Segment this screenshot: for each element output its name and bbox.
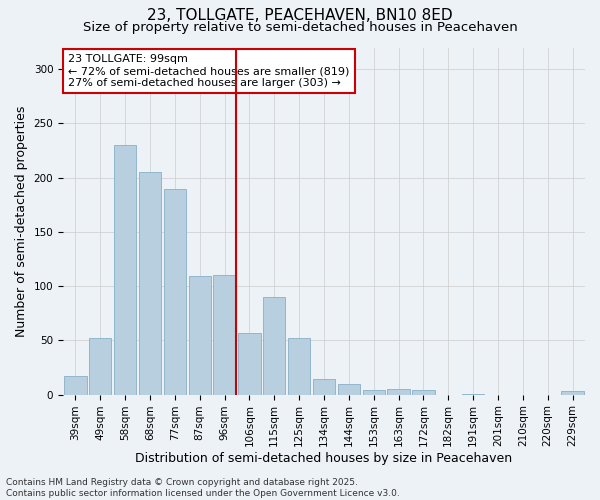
- Bar: [362, 390, 385, 394]
- X-axis label: Distribution of semi-detached houses by size in Peacehaven: Distribution of semi-detached houses by …: [136, 452, 512, 465]
- Bar: [89, 338, 112, 394]
- Bar: [188, 276, 211, 394]
- Bar: [313, 380, 335, 394]
- Bar: [562, 392, 584, 394]
- Text: Contains HM Land Registry data © Crown copyright and database right 2025.
Contai: Contains HM Land Registry data © Crown c…: [6, 478, 400, 498]
- Text: Size of property relative to semi-detached houses in Peacehaven: Size of property relative to semi-detach…: [83, 21, 517, 34]
- Bar: [164, 188, 186, 394]
- Text: 23 TOLLGATE: 99sqm
← 72% of semi-detached houses are smaller (819)
27% of semi-d: 23 TOLLGATE: 99sqm ← 72% of semi-detache…: [68, 54, 350, 88]
- Bar: [64, 376, 86, 394]
- Bar: [263, 297, 286, 394]
- Bar: [139, 172, 161, 394]
- Y-axis label: Number of semi-detached properties: Number of semi-detached properties: [15, 106, 28, 336]
- Text: 23, TOLLGATE, PEACEHAVEN, BN10 8ED: 23, TOLLGATE, PEACEHAVEN, BN10 8ED: [147, 8, 453, 22]
- Bar: [214, 276, 236, 394]
- Bar: [338, 384, 360, 394]
- Bar: [288, 338, 310, 394]
- Bar: [412, 390, 434, 394]
- Bar: [114, 145, 136, 394]
- Bar: [238, 333, 260, 394]
- Bar: [388, 389, 410, 394]
